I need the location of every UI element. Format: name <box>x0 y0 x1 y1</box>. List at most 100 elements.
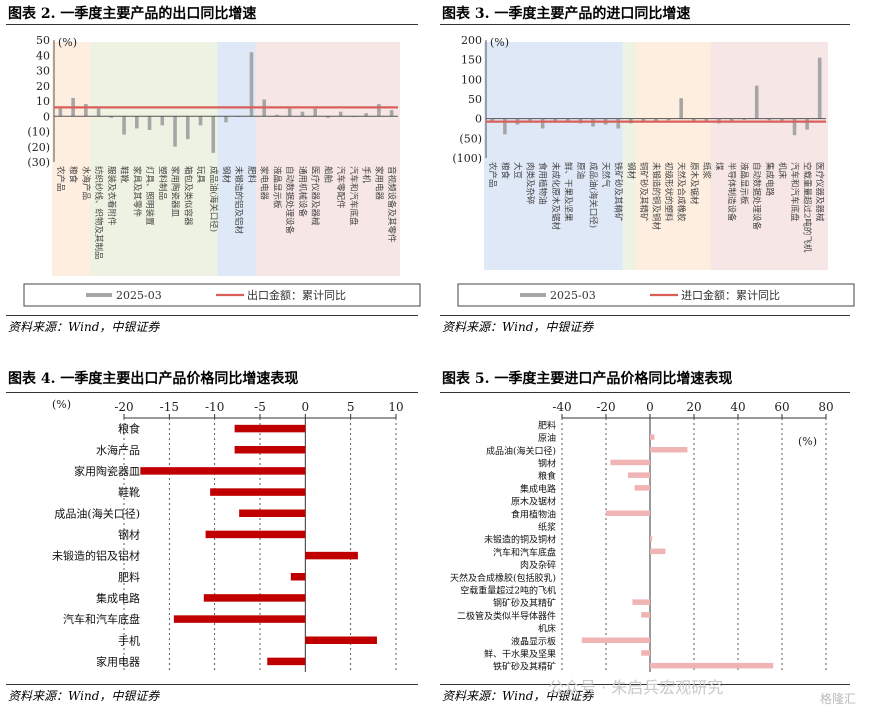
chart2-bar <box>84 104 88 117</box>
chart5-xtick-label: 40 <box>730 400 745 414</box>
chart5-xtick-label: 20 <box>686 400 701 414</box>
chart2-category-label: 肥料 <box>246 166 257 184</box>
chart3-category-label: 纸浆 <box>701 162 712 180</box>
chart2-legend-label-bar: 2025-03 <box>116 289 162 302</box>
chart2-category-label: 医疗仪器及器械 <box>310 166 321 226</box>
chart5-category-label: 空载重量超过2吨的飞机 <box>460 584 556 596</box>
chart5-source-rule <box>440 684 850 685</box>
chart5-bar <box>650 535 653 542</box>
chart3-bar <box>553 118 558 122</box>
chart2-ytick-label: 10 <box>36 95 50 108</box>
watermark: 公众号 · 朱启兵宏观研究 <box>548 678 724 697</box>
chart2-bar <box>198 116 203 126</box>
chart2-ytick-label: (30) <box>27 156 50 169</box>
chart3-bar <box>679 98 683 119</box>
chart5-bar <box>650 434 655 440</box>
chart2-category-label: 家具及其零件 <box>131 166 142 218</box>
logo-text: 格隆汇 <box>820 692 857 706</box>
chart2-bar <box>364 113 368 117</box>
chart3-category-label: 集成电路 <box>764 162 775 197</box>
chart4-xtick-label: -5 <box>254 400 266 414</box>
chart5-category-label: 钢矿砂及其精矿 <box>493 597 556 609</box>
chart4-xtick-label: -20 <box>114 400 133 414</box>
chart3-category-label: 原木及锯材 <box>688 162 699 205</box>
chart2-category-label: 灯具、照明装置 <box>144 166 155 226</box>
chart2-category-label: 汽车和汽车底盘 <box>348 166 359 226</box>
chart2-category-label: 汽车零配件 <box>335 166 346 209</box>
chart3-bar <box>616 118 621 129</box>
chart3-legend-label-bar: 2025-03 <box>550 289 596 302</box>
chart5-unit-label: (%) <box>798 435 817 448</box>
chart2-bar <box>122 116 126 135</box>
chart3-category-label: 铜矿砂及其精矿 <box>638 162 649 222</box>
chart3-ytick-label: 50 <box>468 93 482 106</box>
chart4-bar <box>234 424 306 433</box>
chart4-category-label: 钢材 <box>118 527 140 541</box>
chart5-category-label: 天然及合成橡胶(包括胶乳) <box>450 572 556 584</box>
chart3-category-label: 半导体制造设备 <box>726 162 737 222</box>
chart2-bar <box>135 116 139 129</box>
chart3-category-label: 肉类及杂碎 <box>525 162 536 205</box>
chart4-category-label: 家用电器 <box>96 654 140 668</box>
chart2-category-label: 水海产品 <box>80 166 91 200</box>
chart2-category-label: 通用机械设备 <box>297 166 308 218</box>
chart4-source: 资料来源：Wind，中银证券 <box>8 689 160 703</box>
chart5-category-label: 汽车和汽车底盘 <box>493 546 556 558</box>
chart5-xtick-label: 0 <box>646 400 654 414</box>
chart4-bar <box>234 446 306 454</box>
chart2-category-label: 玩具 <box>195 166 205 184</box>
chart3-category-label: 初级形状的塑料 <box>663 162 674 222</box>
chart5-category-label: 机床 <box>538 623 556 635</box>
chart3-category-label: 天然及合成橡胶 <box>676 162 687 222</box>
chart2-svg: 50 40 30 20 10 0 (10) (20) (30) (%) 农产品 粮食 水海产品 纺织纱线、… <box>23 34 421 307</box>
chart3-bar <box>666 118 671 121</box>
chart2-bar <box>275 114 279 117</box>
chart2-category-label: 服装及衣着附件 <box>106 166 117 226</box>
chart3-svg: 200 150 100 50 0 (50) (100) (%) 农产品 粮食 大豆 肉类及杂碎 食用植物… <box>452 34 855 307</box>
chart3-bar <box>767 118 772 121</box>
chart2-bar <box>249 52 254 117</box>
chart3-category-label: 未成化原木及锯材 <box>550 162 561 231</box>
chart4-bar <box>140 467 306 475</box>
chart2-bar <box>389 110 394 117</box>
chart3-bg-group-1 <box>622 42 640 270</box>
chart5-bar <box>641 650 650 656</box>
chart3-category-label: 粮食 <box>499 162 510 180</box>
chart4-title: 图表 4. 一季度主要出口产品价格同比增速表现 <box>8 371 299 387</box>
chart3-source: 资料来源：Wind，中银证券 <box>442 320 594 334</box>
chart4-category-label: 粮食 <box>118 422 140 436</box>
chart2-category-label: 粮食 <box>68 166 79 184</box>
chart3-bg-group-0 <box>484 42 627 270</box>
chart3-category-label: 钢材 <box>625 162 636 180</box>
chart4-bar <box>239 509 306 517</box>
chart4-bar <box>267 657 306 666</box>
chart4-panel: 图表 4. 一季度主要出口产品价格同比增速表现 -20 -15 -10 -5 0 5 10 (… <box>0 362 440 718</box>
chart2-bar <box>377 104 381 117</box>
chart3-bar <box>817 57 822 119</box>
chart2-category-label: 音视频设备及其零件 <box>386 166 397 243</box>
chart3-bar <box>503 118 507 135</box>
chart2-unit-label: (%) <box>58 36 77 49</box>
chart4-bar <box>210 488 306 496</box>
chart3-category-label: 天然气 <box>600 162 611 188</box>
chart4-xtick-label: 0 <box>302 400 310 414</box>
chart3-category-label: 铁矿砂及其精矿 <box>613 162 624 222</box>
chart2-bar <box>338 111 343 117</box>
chart2-bar <box>185 116 190 140</box>
chart5-bar <box>632 599 650 605</box>
chart5-category-label: 肉及杂碎 <box>520 559 556 571</box>
chart5-bar <box>606 510 650 516</box>
chart3-category-label: 液晶显示板 <box>739 162 750 205</box>
chart2-legend-label-line: 出口金额：累计同比 <box>247 288 346 302</box>
chart5-category-label: 肥料 <box>538 419 556 431</box>
chart5-category-label: 原油 <box>538 432 556 444</box>
chart2-bg-group-0 <box>52 42 95 276</box>
chart3-bar <box>490 118 495 122</box>
chart5-bar <box>634 485 650 491</box>
chart5-category-label: 鲜、干水果及坚果 <box>484 648 556 660</box>
chart4-xtick-label: 5 <box>347 400 355 414</box>
chart3-legend-label-line: 进口金额：累计同比 <box>681 288 780 302</box>
chart4-bar <box>305 636 377 644</box>
chart2-legend-swatch-bar <box>86 293 112 297</box>
chart2-category-label: 塑料制品 <box>157 166 168 200</box>
